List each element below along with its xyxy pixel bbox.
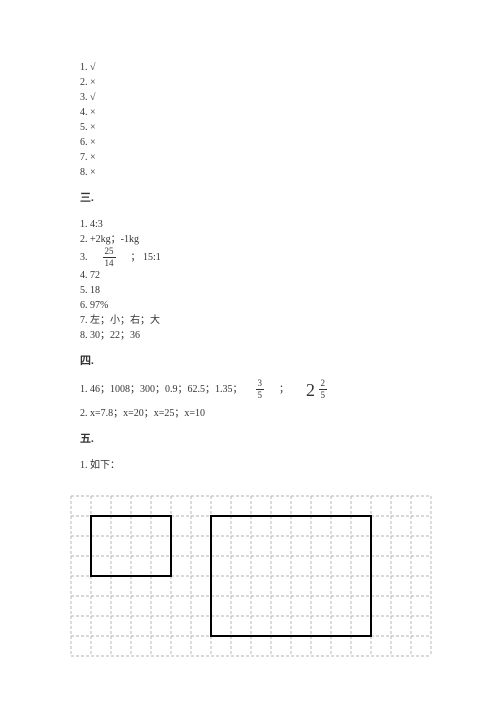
s4-item-2: 2. x=7.8；x=20；x=25；x=10 — [80, 406, 430, 421]
s3-item-3: 3. 25 14 ； 15:1 — [80, 247, 430, 268]
s2-item: 1. √ — [80, 60, 430, 75]
item-text: 30；22；36 — [90, 330, 140, 341]
item-text: 4:3 — [90, 219, 103, 230]
item-no: 4. — [80, 107, 88, 118]
s2-item: 8. × — [80, 165, 430, 180]
item-mark: √ — [90, 92, 96, 103]
item-no: 1. — [80, 219, 88, 230]
section5-heading: 五. — [80, 431, 430, 448]
item-mark: × — [90, 152, 96, 163]
fraction: 3 5 — [256, 379, 265, 400]
s2-item: 3. √ — [80, 90, 430, 105]
s3-item-6: 6. 97% — [80, 298, 430, 313]
item-no: 3. — [80, 92, 88, 103]
frac-num: 2 — [319, 379, 328, 390]
mixed-frac: 2 5 — [319, 379, 328, 400]
section2-list: 1. √ 2. × 3. √ 4. × 5. × 6. × 7. × 8. × — [80, 60, 430, 180]
section4-list: 1. 46；1008；300；0.9；62.5；1.35； 3 5 ； 2 2 … — [80, 379, 430, 421]
frac-den: 14 — [103, 258, 116, 268]
item-mark: × — [90, 77, 96, 88]
item-no: 7. — [80, 315, 88, 326]
s2-item: 2. × — [80, 75, 430, 90]
item-text: 如下： — [90, 460, 120, 471]
s5-item-1: 1. 如下： — [80, 458, 430, 473]
item-no: 6. — [80, 137, 88, 148]
section3-heading: 三. — [80, 190, 430, 207]
item-no: 2. — [80, 234, 88, 245]
item-no: 4. — [80, 270, 88, 281]
s2-item: 6. × — [80, 135, 430, 150]
s3-item-1: 1. 4:3 — [80, 217, 430, 232]
fraction: 25 14 — [103, 247, 116, 268]
sep: ； — [131, 251, 141, 262]
item-no: 1. — [80, 384, 88, 395]
s2-item: 7. × — [80, 150, 430, 165]
item-no: 6. — [80, 300, 88, 311]
s3-item-8: 8. 30；22；36 — [80, 328, 430, 343]
item-no: 8. — [80, 167, 88, 178]
item-text: 18 — [90, 285, 100, 296]
item-no: 1. — [80, 62, 88, 73]
grid-figure — [70, 495, 430, 657]
frac-num: 3 — [256, 379, 265, 390]
item-mark: × — [90, 167, 96, 178]
section3-list: 1. 4:3 2. +2kg；-1kg 3. 25 14 ； 15:1 4. 7… — [80, 217, 430, 343]
item-text: 左；小；右；大 — [90, 315, 160, 326]
section4-heading: 四. — [80, 353, 430, 370]
mixed-number: 2 2 5 — [306, 379, 327, 400]
s2-item: 4. × — [80, 105, 430, 120]
grid-svg — [70, 495, 432, 657]
mixed-whole: 2 — [306, 381, 315, 399]
s2-item: 5. × — [80, 120, 430, 135]
s3-item-5: 5. 18 — [80, 283, 430, 298]
item-mark: × — [90, 122, 96, 133]
item-text: +2kg；-1kg — [90, 234, 139, 245]
item-no: 2. — [80, 408, 88, 419]
item-text: 72 — [90, 270, 100, 281]
item-mark: × — [90, 137, 96, 148]
section5-list: 1. 如下： — [80, 458, 430, 473]
frac-den: 5 — [256, 390, 265, 400]
item-no: 5. — [80, 285, 88, 296]
item-text: x=7.8；x=20；x=25；x=10 — [90, 408, 205, 419]
frac-den: 5 — [319, 390, 328, 400]
item-mark: √ — [90, 62, 96, 73]
s3-item-4: 4. 72 — [80, 268, 430, 283]
s3-item-2: 2. +2kg；-1kg — [80, 232, 430, 247]
item-mark: × — [90, 107, 96, 118]
item-no: 7. — [80, 152, 88, 163]
item-no: 1. — [80, 460, 88, 471]
item-no: 5. — [80, 122, 88, 133]
item-text: 97% — [90, 300, 108, 311]
sep: ； — [279, 384, 289, 395]
s4-item-1: 1. 46；1008；300；0.9；62.5；1.35； 3 5 ； 2 2 … — [80, 379, 430, 400]
item-no: 2. — [80, 77, 88, 88]
s3-item-7: 7. 左；小；右；大 — [80, 313, 430, 328]
item-no: 8. — [80, 330, 88, 341]
frac-num: 25 — [103, 247, 116, 258]
item-text: 15:1 — [143, 251, 161, 262]
item-text: 46；1008；300；0.9；62.5；1.35； — [90, 384, 243, 395]
item-no: 3. — [80, 251, 88, 262]
